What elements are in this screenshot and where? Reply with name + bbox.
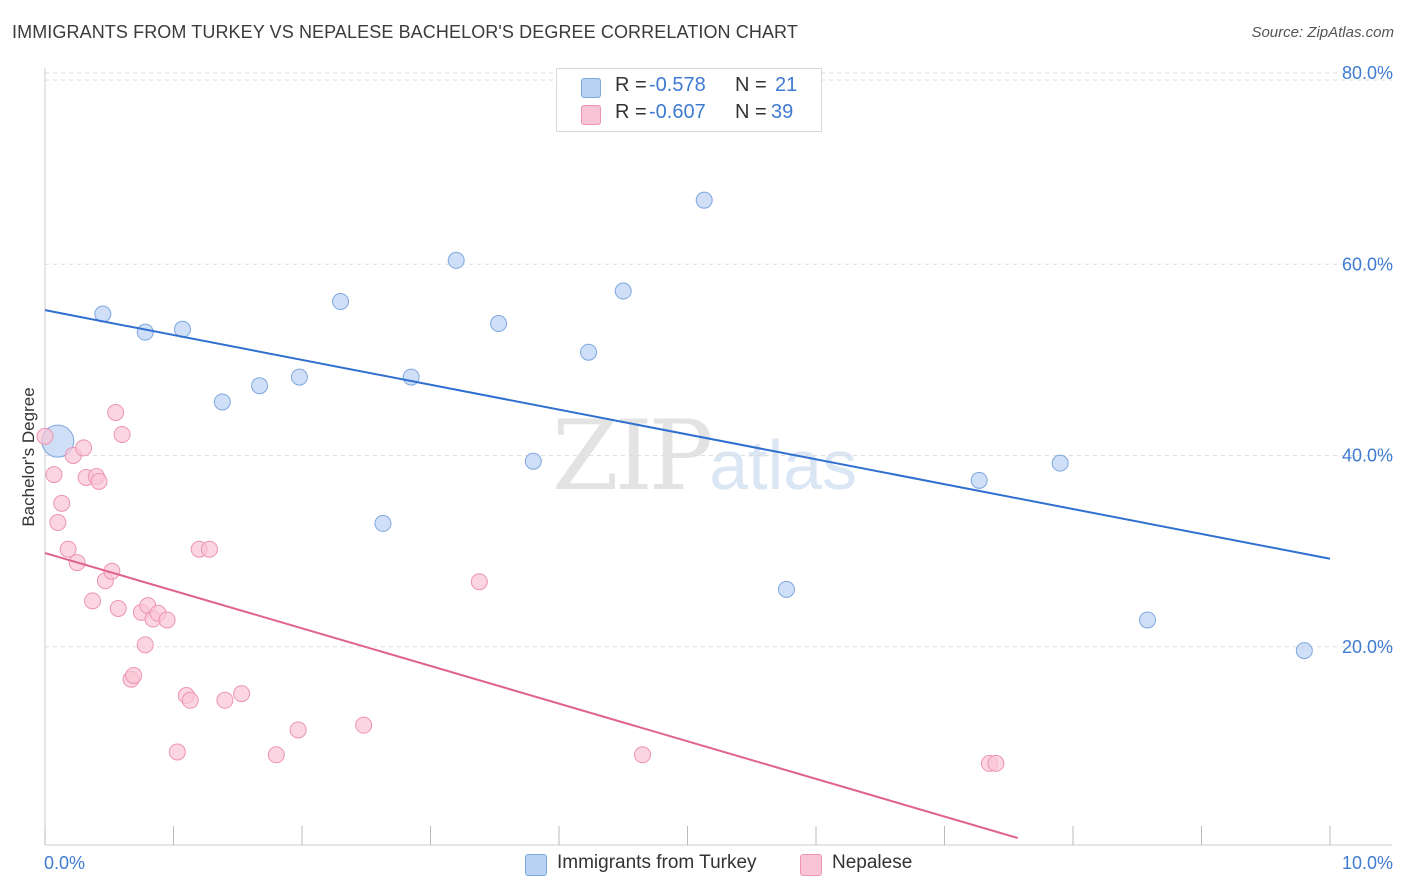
nepalese-point: [233, 685, 251, 703]
x-tick-label: 0.0%: [44, 853, 85, 873]
legend-n-label: N =: [735, 101, 767, 123]
legend-r-value: -0.578: [649, 74, 706, 96]
nepalese-point: [216, 691, 234, 709]
nepalese-point: [158, 611, 176, 629]
nepalese-point: [109, 600, 127, 617]
nepalese-point: [53, 494, 71, 512]
nepalese-point: [107, 403, 125, 421]
turkey-point: [695, 191, 713, 209]
nepalese-point: [181, 691, 199, 709]
legend-r-label: R =: [615, 101, 647, 123]
turkey-point: [251, 377, 269, 395]
nepalese-point: [267, 746, 285, 764]
legend-row-turkey: R = -0.578 N = 21: [557, 74, 821, 100]
legend-r-label: R =: [615, 74, 647, 96]
turkey-point: [524, 452, 542, 470]
bottom-legend-swatch-turkey: [525, 854, 547, 876]
nepalese-point: [200, 540, 218, 558]
nepalese-point: [470, 573, 488, 591]
legend-swatch-nepalese: [581, 105, 601, 125]
chart-source: Source: ZipAtlas.com: [1251, 24, 1394, 41]
turkey-point: [136, 323, 154, 341]
turkey-trend-line: [44, 309, 1331, 560]
nepalese-point: [75, 439, 93, 457]
nepalese-point: [45, 466, 63, 484]
watermark: ZIPatlas: [552, 400, 857, 512]
turkey-point: [1139, 611, 1157, 629]
y-tick-label: 20.0%: [1342, 637, 1393, 657]
bottom-legend-label-turkey: Immigrants from Turkey: [557, 852, 757, 873]
x-tick-label: 10.0%: [1342, 853, 1393, 873]
legend-n-value: 39: [771, 101, 794, 123]
bottom-legend-swatch-nepalese: [800, 854, 822, 876]
legend-n-value: 21: [775, 74, 798, 96]
nepalese-point: [59, 540, 77, 558]
nepalese-point: [136, 636, 154, 654]
turkey-point: [614, 282, 632, 300]
nepalese-point: [125, 666, 143, 684]
legend-row-nepalese: R = -0.607 N = 39: [557, 101, 821, 127]
nepalese-point: [987, 754, 1005, 772]
chart-title: IMMIGRANTS FROM TURKEY VS NEPALESE BACHE…: [12, 22, 798, 42]
nepalese-point: [634, 746, 652, 764]
y-tick-label: 60.0%: [1342, 254, 1393, 274]
nepalese-point: [168, 743, 186, 761]
nepalese-trend-line: [44, 552, 1019, 839]
turkey-point: [777, 580, 795, 598]
bottom-legend-label-nepalese: Nepalese: [832, 852, 913, 873]
watermark-atlas: atlas: [709, 426, 858, 504]
correlation-legend: R = -0.578 N = 21 R = -0.607 N = 39: [556, 68, 822, 132]
nepalese-point: [289, 721, 307, 739]
turkey-point: [290, 368, 308, 386]
turkey-point: [580, 343, 598, 361]
nepalese-point: [36, 427, 54, 445]
turkey-point: [1295, 642, 1313, 660]
nepalese-point: [355, 716, 373, 734]
y-tick-label: 80.0%: [1342, 63, 1393, 83]
turkey-point: [213, 393, 231, 411]
turkey-point: [970, 471, 988, 489]
legend-n-label: N =: [735, 74, 767, 96]
nepalese-point: [84, 592, 102, 610]
nepalese-point: [49, 513, 67, 531]
y-axis-label: Bachelor's Degree: [19, 387, 38, 526]
turkey-point: [374, 514, 392, 532]
legend-r-value: -0.607: [649, 101, 706, 123]
turkey-point: [332, 293, 350, 311]
turkey-point: [447, 251, 465, 269]
y-tick-label: 40.0%: [1342, 446, 1393, 466]
turkey-point: [490, 315, 508, 333]
nepalese-point: [113, 425, 131, 443]
legend-swatch-turkey: [581, 78, 601, 98]
nepalese-point: [90, 472, 108, 490]
turkey-point: [1051, 454, 1069, 472]
